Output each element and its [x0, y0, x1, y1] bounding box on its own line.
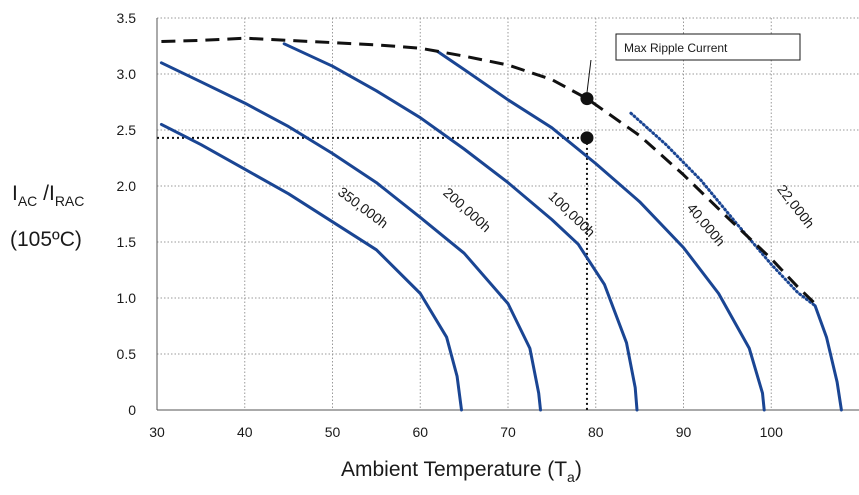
- curve-40-000h: [436, 50, 766, 412]
- x-tick-label: 30: [149, 424, 165, 440]
- markers: [580, 92, 594, 145]
- curve-label: 22,000h: [774, 181, 818, 231]
- x-tick-label: 50: [325, 424, 341, 440]
- x-tick-label: 70: [500, 424, 516, 440]
- curve-200-000h: [159, 61, 542, 412]
- x-tick-label: 40: [237, 424, 253, 440]
- annotation: Max Ripple Current: [586, 33, 801, 93]
- y-tick-label: 2.5: [117, 122, 137, 138]
- plot-frame: [156, 18, 859, 411]
- curve-label: 200,000h: [440, 184, 494, 235]
- x-axis-label: Ambient Temperature (Ta): [341, 458, 582, 485]
- operating-point-marker: [580, 131, 594, 145]
- grid-lines: [157, 17, 859, 410]
- y-tick-label: 3.5: [117, 10, 137, 26]
- curve-labels: 350,000h 200,000h 100,000h 40,000h 22,000h: [335, 181, 818, 249]
- y-tick-label: 1.5: [117, 234, 137, 250]
- annotation-leader-line: [586, 59, 592, 93]
- reference-lines: [157, 136, 588, 410]
- y-tick-labels: 0 0.5 1.0 1.5 2.0 2.5 3.0 3.5: [117, 10, 137, 418]
- curve-label: 350,000h: [335, 183, 391, 231]
- x-tick-label: 80: [588, 424, 604, 440]
- y-tick-label: 3.0: [117, 66, 137, 82]
- y-tick-label: 2.0: [117, 178, 137, 194]
- y-tick-label: 1.0: [117, 290, 137, 306]
- y-tick-label: 0.5: [117, 346, 137, 362]
- x-tick-labels: 30 40 50 60 70 80 90 100: [149, 424, 783, 440]
- x-tick-label: 100: [760, 424, 784, 440]
- curves: [159, 36, 843, 412]
- y-axis-label-i1: I: [12, 182, 18, 205]
- curve-100-000h: [282, 42, 639, 412]
- y-tick-label: 0: [128, 402, 136, 418]
- y-axis-label-sub2: RAC: [55, 193, 85, 209]
- x-axis-label-close: ): [575, 458, 582, 481]
- curve-label: 100,000h: [545, 188, 598, 240]
- curve-22-000h-base-: [813, 304, 843, 412]
- curve-max-ripple-current: [161, 36, 817, 305]
- x-tick-label: 90: [676, 424, 692, 440]
- y-axis-label-line2: (105ºC): [10, 228, 82, 251]
- curve-350-000h: [159, 122, 463, 412]
- x-tick-label: 60: [412, 424, 428, 440]
- x-axis-label-main: Ambient Temperature (T: [341, 458, 567, 481]
- curve-22-000h: [629, 111, 817, 308]
- x-axis-label-sub: a: [567, 469, 575, 485]
- max-point-marker: [580, 92, 594, 106]
- annotation-label: Max Ripple Current: [624, 41, 728, 55]
- y-axis-label-sub1: AC: [18, 193, 37, 209]
- y-axis-label: IAC /IRAC: [12, 182, 84, 209]
- y-axis-label-sep: /I: [37, 182, 55, 205]
- annotation-box: [615, 33, 801, 61]
